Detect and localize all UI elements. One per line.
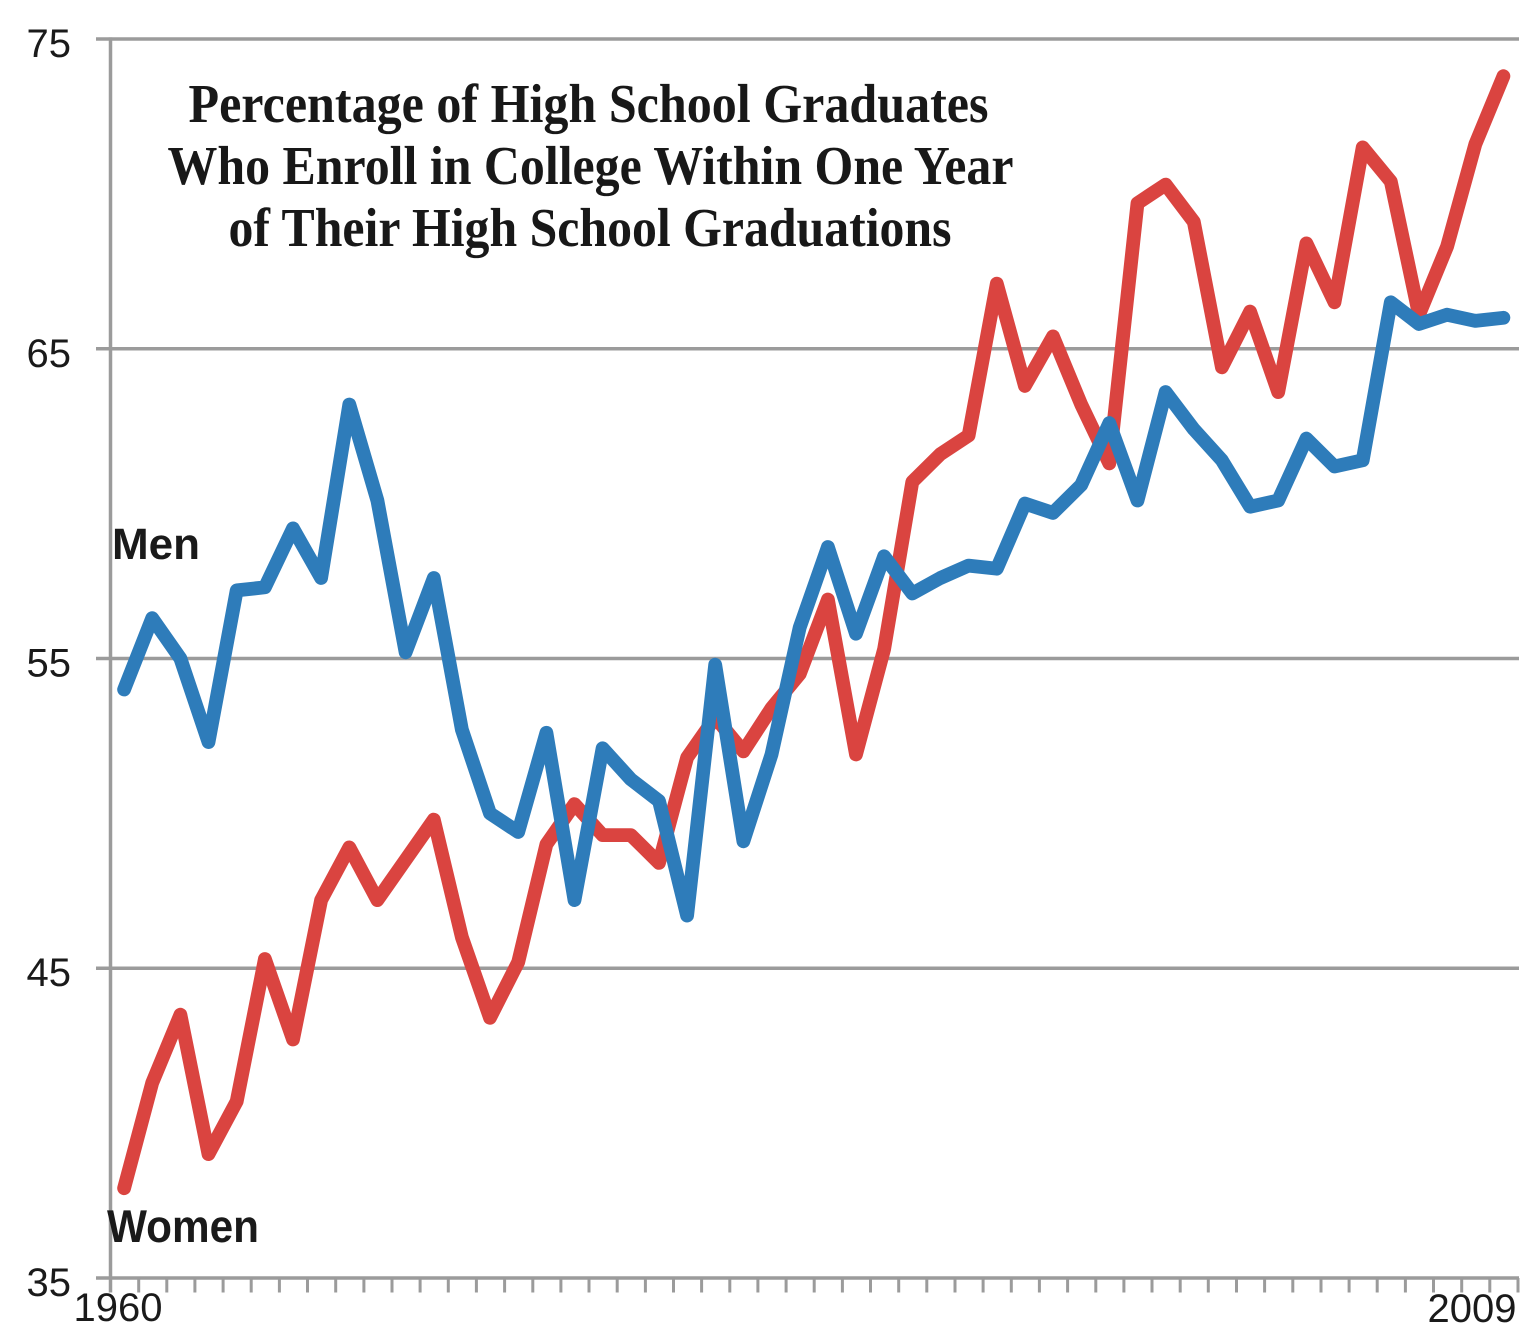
svg-text:55: 55 [27,642,72,686]
svg-text:Who Enroll in College Within O: Who Enroll in College Within One Year [168,135,1014,197]
svg-text:75: 75 [27,22,72,66]
svg-text:Women: Women [107,1200,259,1252]
svg-text:65: 65 [27,332,72,376]
svg-text:Percentage of High School Grad: Percentage of High School Graduates [189,73,989,135]
svg-text:2009: 2009 [1428,1287,1517,1331]
svg-text:45: 45 [27,951,72,995]
svg-text:35: 35 [27,1261,72,1305]
svg-text:of Their High School Graduatio: of Their High School Graduations [229,197,952,259]
svg-text:Men: Men [112,520,200,569]
svg-text:1960: 1960 [74,1286,163,1330]
